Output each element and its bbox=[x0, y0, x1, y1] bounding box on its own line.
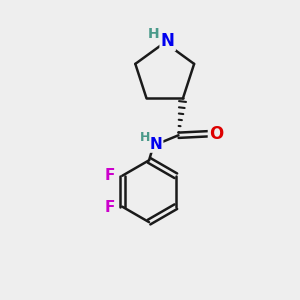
Text: N: N bbox=[161, 32, 175, 50]
Text: F: F bbox=[105, 168, 115, 183]
Text: F: F bbox=[105, 200, 115, 215]
Text: H: H bbox=[148, 27, 159, 41]
Text: O: O bbox=[209, 125, 223, 143]
Text: H: H bbox=[140, 131, 150, 144]
Text: N: N bbox=[149, 136, 162, 152]
